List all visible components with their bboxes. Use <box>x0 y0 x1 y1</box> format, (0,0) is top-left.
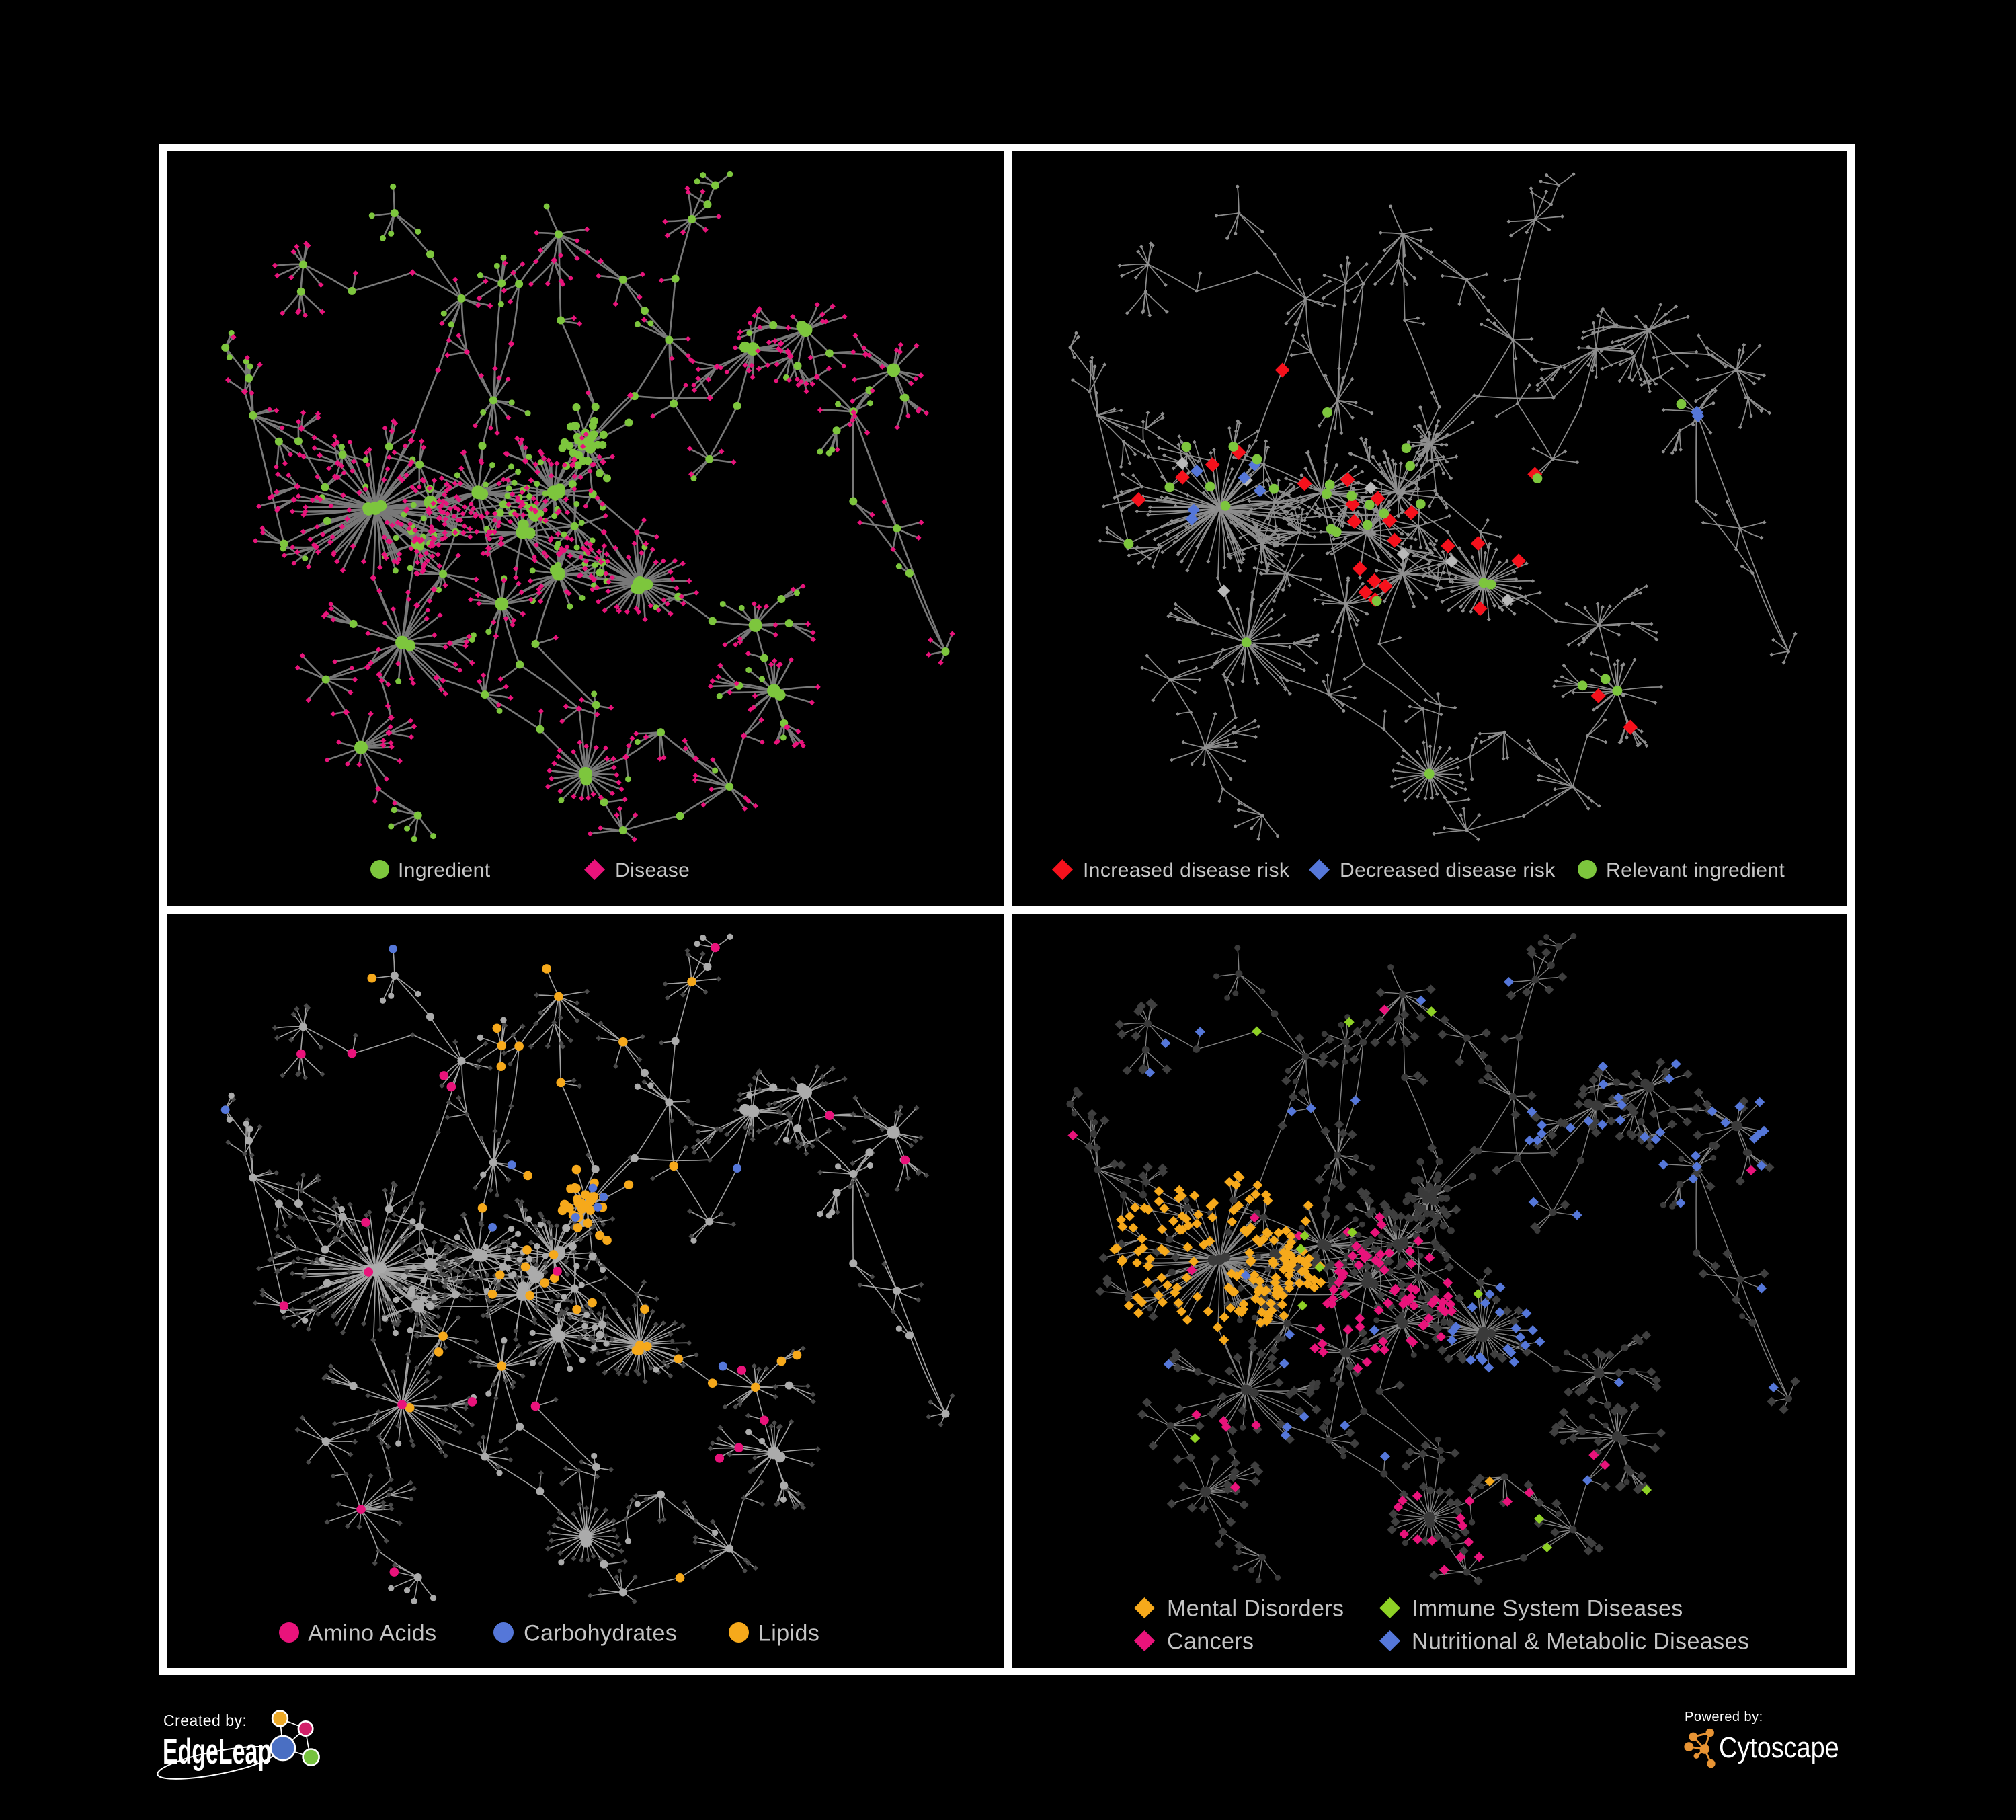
svg-text:Created by:: Created by: <box>163 1712 247 1729</box>
svg-text:Powered by:: Powered by: <box>1685 1710 1763 1725</box>
svg-text:EdgeLeap: EdgeLeap <box>163 1733 272 1772</box>
svg-text:Cytoscape: Cytoscape <box>1719 1731 1839 1764</box>
